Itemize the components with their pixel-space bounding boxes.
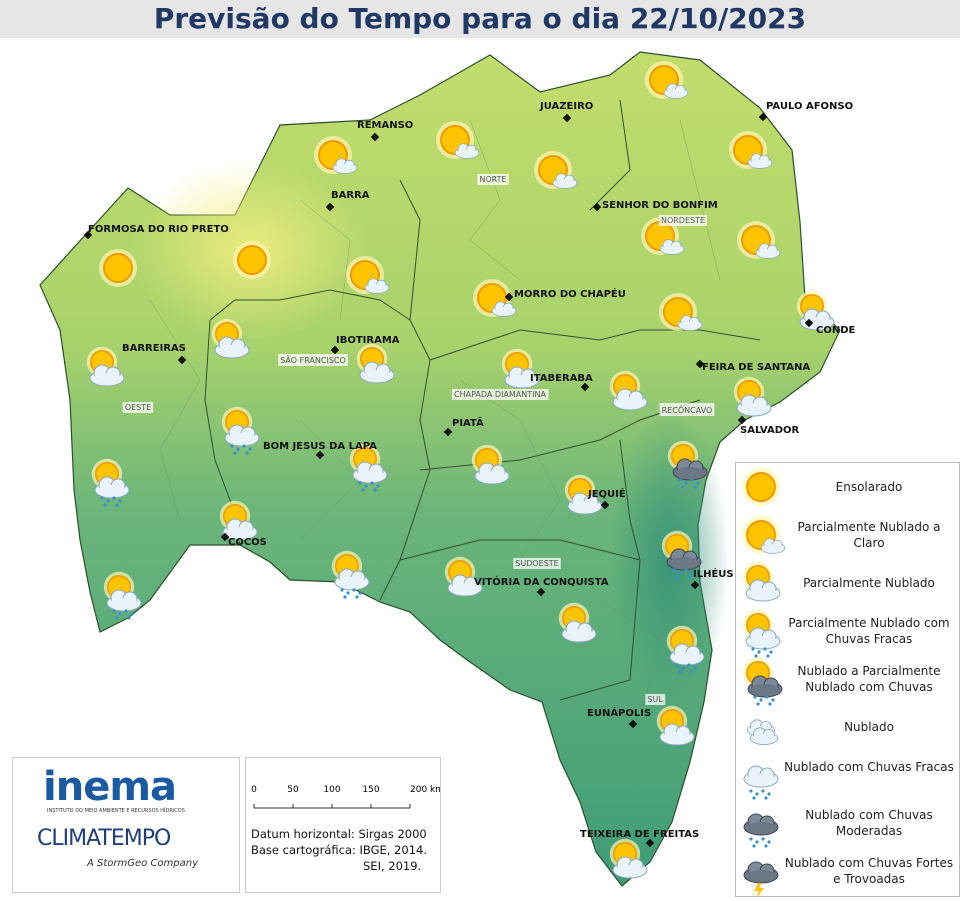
city-marker xyxy=(504,292,514,302)
region-label: RECÔNCAVO xyxy=(662,404,713,415)
city-label: JUAZEIRO xyxy=(539,101,593,112)
weather-icon xyxy=(233,241,271,279)
city-label: ILHÉUS xyxy=(693,567,734,580)
scale-label: 100 xyxy=(323,785,340,795)
city-label: BOM JESUS DA LAPA xyxy=(263,441,377,452)
legend-icon xyxy=(744,766,778,800)
city-label: SENHOR DO BONFIM xyxy=(602,200,718,211)
legend-label: Parcialmente Nublado com Chuvas Fracas xyxy=(788,616,950,646)
city-label: FEIRA DE SANTANA xyxy=(702,362,810,373)
city-marker xyxy=(580,382,590,392)
legend-label: Parcialmente Nublado a Claro xyxy=(797,520,941,550)
title: Previsão do Tempo para o dia 22/10/2023 xyxy=(0,0,960,38)
region-label: SÃO FRANCISCO xyxy=(280,355,346,365)
legend-label: Nublado xyxy=(844,720,894,734)
city-marker xyxy=(695,359,705,369)
legend-label: Nublado com Chuvas Moderadas xyxy=(805,808,933,838)
region-label-bg xyxy=(452,389,549,400)
city-marker xyxy=(645,838,655,848)
city-label: IBOTIRAMA xyxy=(336,335,400,346)
city-label: BARRA xyxy=(331,190,370,201)
scale-bar: 0 50 100 150 200 km xyxy=(251,785,440,809)
region-label-bg xyxy=(477,174,509,185)
city-marker xyxy=(177,355,187,365)
municipal-borders xyxy=(149,119,721,721)
region-label: OESTE xyxy=(125,403,151,412)
legend-icon xyxy=(742,468,780,506)
city-marker xyxy=(315,450,325,460)
region-label: NORDESTE xyxy=(661,216,705,225)
city-label: PIATÃ xyxy=(452,416,484,429)
legend-icon xyxy=(743,610,780,658)
region-label-bg xyxy=(658,215,708,226)
region-label: SUDOESTE xyxy=(515,559,558,568)
city-marker xyxy=(804,318,814,328)
city-marker xyxy=(536,587,546,597)
legend-label: Ensolarado xyxy=(835,480,903,494)
credit-line: SEI, 2019. xyxy=(363,859,422,873)
legend-icon xyxy=(744,814,778,848)
legend-icon xyxy=(742,516,785,554)
city-marker xyxy=(330,345,340,355)
city-label: FORMOSA DO RIO PRETO xyxy=(88,224,229,235)
scale-label: 0 xyxy=(251,785,257,795)
legend-label: Nublado com Chuvas Fortes e Trovoadas xyxy=(784,856,954,886)
city-marker xyxy=(737,415,747,425)
city-label: BARREIRAS xyxy=(122,343,186,354)
city-label: MORRO DO CHAPÉU xyxy=(514,287,626,300)
climatempo-logo: CLIMATEMPO xyxy=(37,826,171,851)
credit-line: Datum horizontal: Sirgas 2000 xyxy=(251,827,427,841)
city-label: EUNÁPOLIS xyxy=(587,706,651,719)
region-label: NORTE xyxy=(479,175,506,184)
city-label: REMANSO xyxy=(357,120,413,131)
legend-icon xyxy=(743,562,780,601)
city-label: ITABERABA xyxy=(530,373,593,384)
credit-line: Base cartográfica: IBGE, 2014. xyxy=(251,843,428,857)
city-marker xyxy=(690,580,700,590)
city-label: PAULO AFONSO xyxy=(766,101,853,112)
legend-label: Nublado a Parcialmente Nublado com Chuva… xyxy=(797,664,941,694)
city-label: VITÓRIA DA CONQUISTA xyxy=(474,575,609,588)
region-label: CHAPADA DIAMANTINA xyxy=(454,390,546,399)
region-label: SUL xyxy=(647,695,663,704)
city-marker xyxy=(370,132,380,142)
legend-label: Parcialmente Nublado xyxy=(803,576,935,590)
city-marker xyxy=(600,500,610,510)
city-label: SALVADOR xyxy=(740,425,800,436)
weather-icon xyxy=(99,249,137,287)
legend-icon xyxy=(747,720,777,745)
logo-box: inema INSTITUTO DO MEIO AMBIENTE E RECUR… xyxy=(12,757,240,893)
legend-icon xyxy=(744,862,778,896)
region-label-bg xyxy=(278,354,348,366)
city-marker xyxy=(83,230,93,240)
city-marker xyxy=(325,202,335,212)
city-marker xyxy=(628,719,638,729)
legend: Ensolarado Parcialmente Nublado a Claro Pa… xyxy=(735,462,960,897)
scale-label: 150 xyxy=(362,785,379,795)
climatempo-subtitle: A StormGeo Company xyxy=(87,858,199,869)
inema-subtitle: INSTITUTO DO MEIO AMBIENTE E RECURSOS HÍ… xyxy=(47,808,185,814)
region-label-bg xyxy=(513,558,561,569)
region-label-bg xyxy=(122,402,154,413)
legend-icon xyxy=(743,658,782,706)
scale-label: 50 xyxy=(287,785,299,795)
region-label-bg xyxy=(659,403,715,416)
scale-label: 200 km xyxy=(410,785,440,795)
inema-logo: inema xyxy=(43,764,177,810)
city-label: CONDE xyxy=(816,325,856,336)
region-label-bg xyxy=(645,694,666,705)
credits: Datum horizontal: Sirgas 2000 Base cartog… xyxy=(251,826,427,874)
legend-icons xyxy=(736,463,786,896)
city-label: TEIXEIRA DE FREITAS xyxy=(580,829,699,840)
city-label: JEQUIÉ xyxy=(587,487,626,500)
city-label: COCOS xyxy=(228,537,267,548)
scale-box: 0 50 100 150 200 km Datum horizontal: Sirgas… xyxy=(245,757,441,893)
city-marker xyxy=(443,427,453,437)
legend-label: Nublado com Chuvas Fracas xyxy=(784,760,954,774)
